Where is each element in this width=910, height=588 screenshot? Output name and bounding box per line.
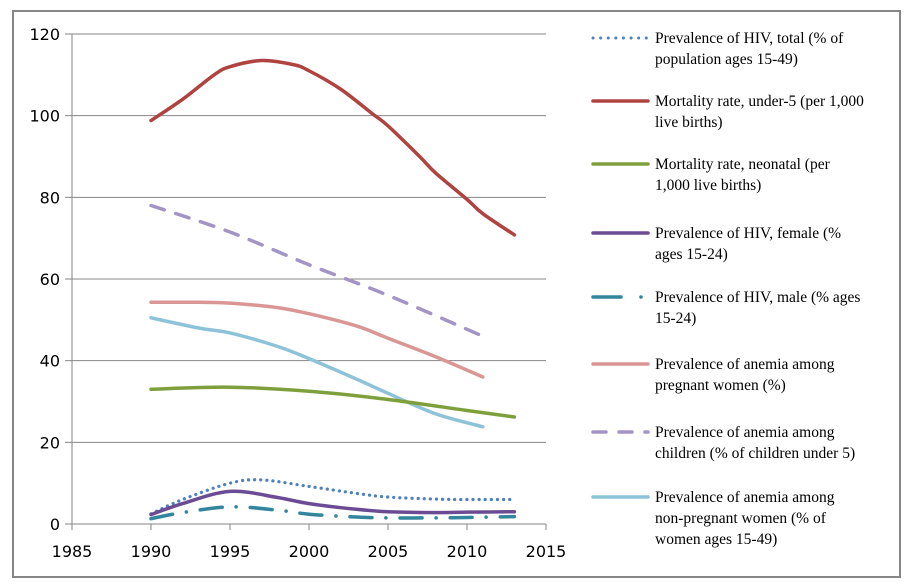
y-tick-label: 60	[40, 270, 60, 289]
legend-label: 1,000 live births)	[655, 177, 761, 194]
legend-label: population ages 15-49)	[655, 51, 798, 68]
y-tick-label: 100	[29, 107, 60, 126]
y-tick-label: 40	[40, 352, 60, 371]
legend-label: Prevalence of anemia among	[655, 356, 835, 373]
legend-label: Mortality rate, under-5 (per 1,000	[655, 93, 864, 110]
legend-item: Prevalence of HIV, female (% ages 15-24)	[591, 225, 841, 263]
y-tick-label: 80	[40, 188, 60, 207]
series-line-1	[149, 58, 517, 237]
y-tick-label: 0	[50, 515, 60, 534]
legend-label: Prevalence of HIV, female (%	[655, 225, 841, 242]
chart-frame	[12, 10, 901, 578]
legend-label: children (% of children under 5)	[655, 445, 855, 462]
legend-label: Prevalence of HIV, male (% ages	[655, 289, 860, 306]
series-line-3	[149, 489, 517, 517]
x-tick-label: 1990	[131, 542, 172, 561]
series-line-4	[149, 505, 517, 521]
x-tick-label: 1995	[210, 542, 251, 561]
legend-item: Prevalence of anemia among children (% of…	[591, 424, 855, 462]
gridlines	[72, 33, 546, 443]
legend-label: Prevalence of HIV, total (% of	[655, 30, 844, 47]
legend-label: non-pregnant women (% of	[655, 510, 827, 527]
x-tick-label: 1985	[52, 542, 93, 561]
series-line-2	[149, 385, 517, 419]
series-line-0	[149, 478, 516, 516]
x-tick-label: 2015	[526, 542, 567, 561]
series-line-5	[149, 300, 485, 379]
legend-item: Mortality rate, under-5 (per 1,000 live b…	[591, 93, 864, 131]
legend-swatch-dot	[639, 295, 643, 299]
axes: 0 20 40 60 80 100 120 1985 1990 1995 2000 2005 2010 2…	[29, 25, 566, 561]
legend-label: pregnant women (%)	[655, 377, 786, 394]
legend-label: 15-24)	[655, 310, 696, 327]
y-tick-label: 120	[29, 25, 60, 44]
x-tick-label: 2010	[447, 542, 488, 561]
legend-item: Prevalence of HIV, total (% of population…	[591, 30, 844, 68]
x-tick-label: 2000	[289, 542, 330, 561]
legend-item: Prevalence of anemia among pregnant women…	[591, 356, 835, 394]
x-tick-label: 2005	[368, 542, 409, 561]
y-tick-label: 20	[40, 433, 60, 452]
series-line-7	[149, 316, 485, 429]
legend-label: live births)	[655, 114, 723, 131]
legend: Prevalence of HIV, total (% of population…	[591, 30, 864, 548]
legend-label: Prevalence of anemia among	[655, 489, 835, 506]
legend-label: ages 15-24)	[655, 246, 728, 263]
series-line-6	[149, 203, 485, 338]
legend-item: Mortality rate, neonatal (per 1,000 live …	[591, 156, 831, 194]
legend-item: Prevalence of HIV, male (% ages 15-24)	[591, 289, 860, 327]
legend-label: Mortality rate, neonatal (per	[655, 156, 831, 173]
legend-item: Prevalence of anemia among non-pregnant w…	[591, 489, 835, 548]
series-lines	[149, 58, 517, 521]
legend-label: Prevalence of anemia among	[655, 424, 835, 441]
legend-label: women ages 15-49)	[655, 531, 777, 548]
